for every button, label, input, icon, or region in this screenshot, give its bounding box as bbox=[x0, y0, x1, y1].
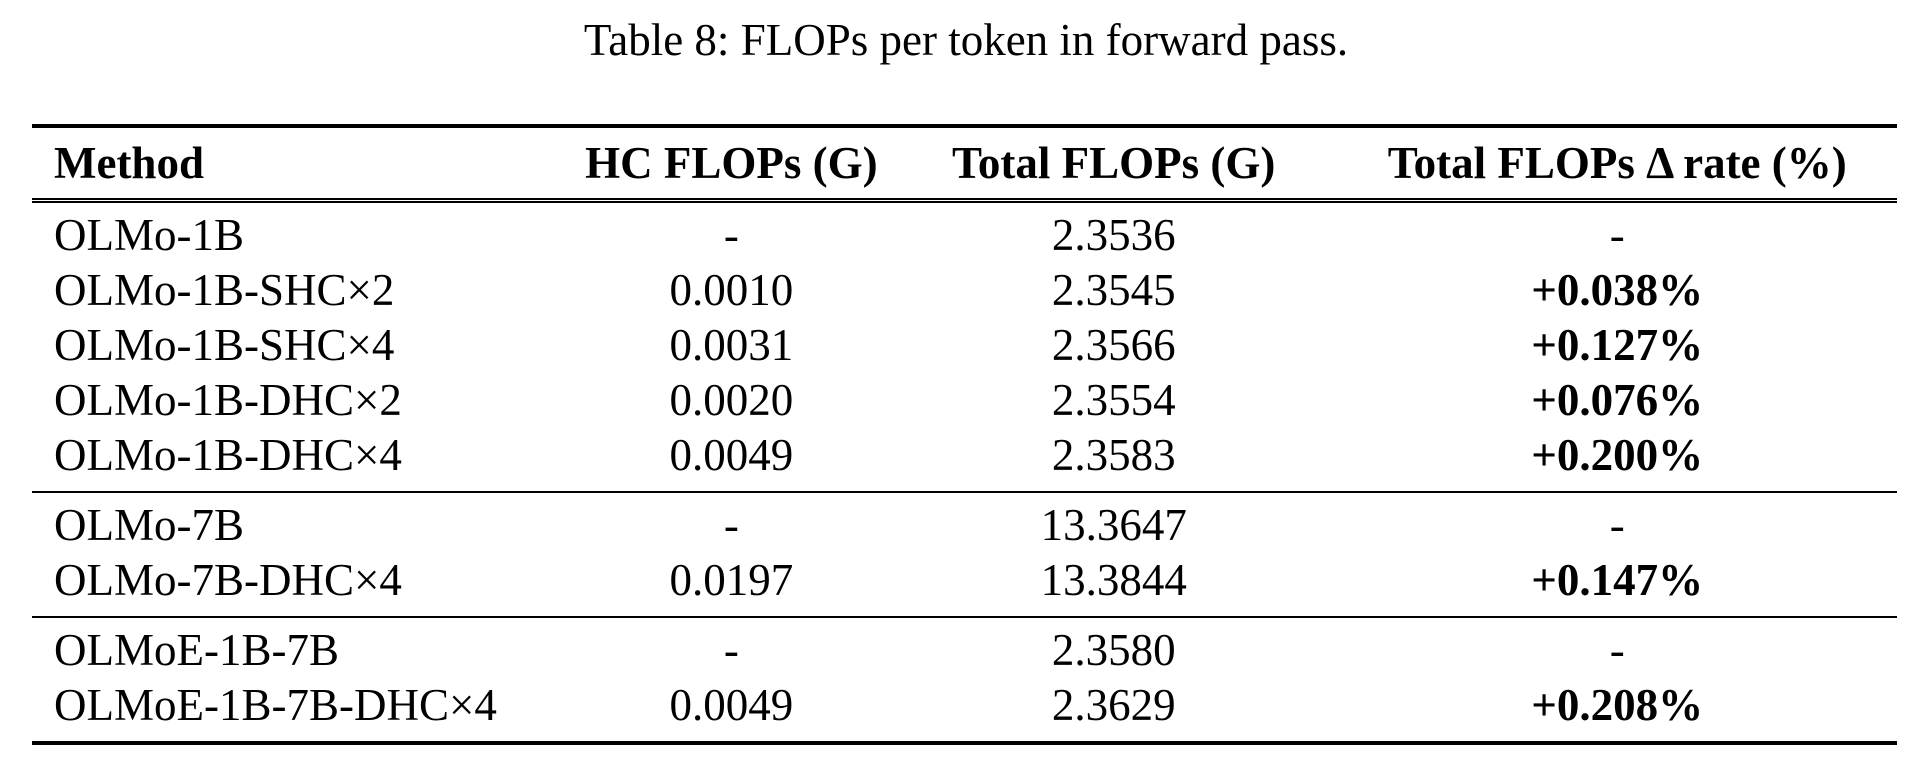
total-flops-cell: 2.3566 bbox=[1051, 320, 1176, 370]
delta-rate-cell: - bbox=[1609, 210, 1625, 260]
total-flops-cell: 13.3647 bbox=[889, 491, 1338, 553]
col-header-method: Method bbox=[32, 126, 573, 203]
total-flops-cell: 2.3629 bbox=[1051, 680, 1176, 730]
delta-rate-cell: - bbox=[1337, 491, 1897, 553]
method-cell: OLMo-1B bbox=[54, 210, 244, 260]
table-row: OLMo-1B - 2.3536 - bbox=[32, 201, 1897, 264]
method-cell: OLMo-1B-DHC×4 bbox=[54, 430, 402, 480]
hc-flops-cell: 0.0197 bbox=[669, 555, 794, 605]
delta-rate-cell: +0.147% bbox=[1531, 555, 1704, 605]
col-header-delta-rate: Total FLOPs Δ rate (%) bbox=[1337, 126, 1897, 203]
header-row: Method HC FLOPs (G) Total FLOPs (G) Tota… bbox=[32, 126, 1897, 203]
delta-rate-cell: +0.200% bbox=[1531, 430, 1704, 480]
row-group-olmo-1b: OLMo-1B - 2.3536 - OLMo-1B-SHC×2 0.0010 2.3545… bbox=[32, 201, 1897, 493]
total-flops-cell: 2.3545 bbox=[1051, 265, 1176, 315]
total-flops-cell: 2.3583 bbox=[1051, 430, 1176, 480]
total-flops-cell: 2.3554 bbox=[1051, 375, 1176, 425]
method-cell: OLMo-1B-SHC×4 bbox=[54, 320, 395, 370]
col-header-hc-flops: HC FLOPs (G) bbox=[572, 126, 890, 203]
table-row: OLMoE-1B-7B-DHC×4 0.0049 2.3629 +0.208% bbox=[32, 678, 1897, 743]
total-flops-cell: 2.3536 bbox=[1051, 210, 1176, 260]
method-cell: OLMo-7B bbox=[32, 491, 573, 553]
method-cell: OLMoE-1B-7B-DHC×4 bbox=[54, 680, 497, 730]
hc-flops-cell: 0.0020 bbox=[669, 375, 794, 425]
method-cell: OLMoE-1B-7B bbox=[32, 616, 573, 678]
row-group-olmoe-1b-7b: OLMoE-1B-7B -2.3580- OLMoE-1B-7B-DHC×4 0.00… bbox=[32, 616, 1897, 743]
col-header-total-flops: Total FLOPs (G) bbox=[889, 126, 1338, 203]
table-header: Method HC FLOPs (G) Total FLOPs (G) Tota… bbox=[32, 126, 1897, 203]
delta-rate-cell: +0.076% bbox=[1531, 375, 1704, 425]
hc-flops-cell: 0.0010 bbox=[669, 265, 794, 315]
method-cell: OLMo-1B-SHC×2 bbox=[54, 265, 395, 315]
method-cell: OLMo-7B-DHC×4 bbox=[54, 555, 402, 605]
table-caption: Table 8: FLOPs per token in forward pass… bbox=[583, 15, 1349, 65]
table-row: OLMoE-1B-7B -2.3580- bbox=[32, 616, 1897, 678]
total-flops-cell: 13.3844 bbox=[1040, 555, 1187, 605]
delta-rate-cell: +0.208% bbox=[1531, 680, 1704, 730]
table-row: OLMo-7B-DHC×4 0.0197 13.3844 +0.147% bbox=[32, 553, 1897, 617]
hc-flops-cell: 0.0031 bbox=[669, 320, 794, 370]
hc-flops-cell: 0.0049 bbox=[669, 430, 794, 480]
table-row: OLMo-7B -13.3647- bbox=[32, 491, 1897, 553]
flops-table: Method HC FLOPs (G) Total FLOPs (G) Tota… bbox=[32, 124, 1897, 745]
delta-rate-cell: +0.038% bbox=[1531, 265, 1704, 315]
table-row: OLMo-1B-DHC×2 0.0020 2.3554 +0.076% bbox=[32, 373, 1897, 428]
method-cell: OLMo-1B-DHC×2 bbox=[54, 375, 402, 425]
delta-rate-cell: +0.127% bbox=[1531, 320, 1704, 370]
hc-flops-cell: - bbox=[572, 491, 890, 553]
total-flops-cell: 2.3580 bbox=[889, 616, 1338, 678]
table-row: OLMo-1B-DHC×4 0.0049 2.3583 +0.200% bbox=[32, 428, 1897, 492]
hc-flops-cell: 0.0049 bbox=[669, 680, 794, 730]
delta-rate-cell: - bbox=[1337, 616, 1897, 678]
table-row: OLMo-1B-SHC×4 0.0031 2.3566 +0.127% bbox=[32, 318, 1897, 373]
hc-flops-cell: - bbox=[572, 616, 890, 678]
table-row: OLMo-1B-SHC×2 0.0010 2.3545 +0.038% bbox=[32, 263, 1897, 318]
hc-flops-cell: - bbox=[723, 210, 739, 260]
row-group-olmo-7b: OLMo-7B -13.3647- OLMo-7B-DHC×4 0.0197 13.38… bbox=[32, 491, 1897, 617]
